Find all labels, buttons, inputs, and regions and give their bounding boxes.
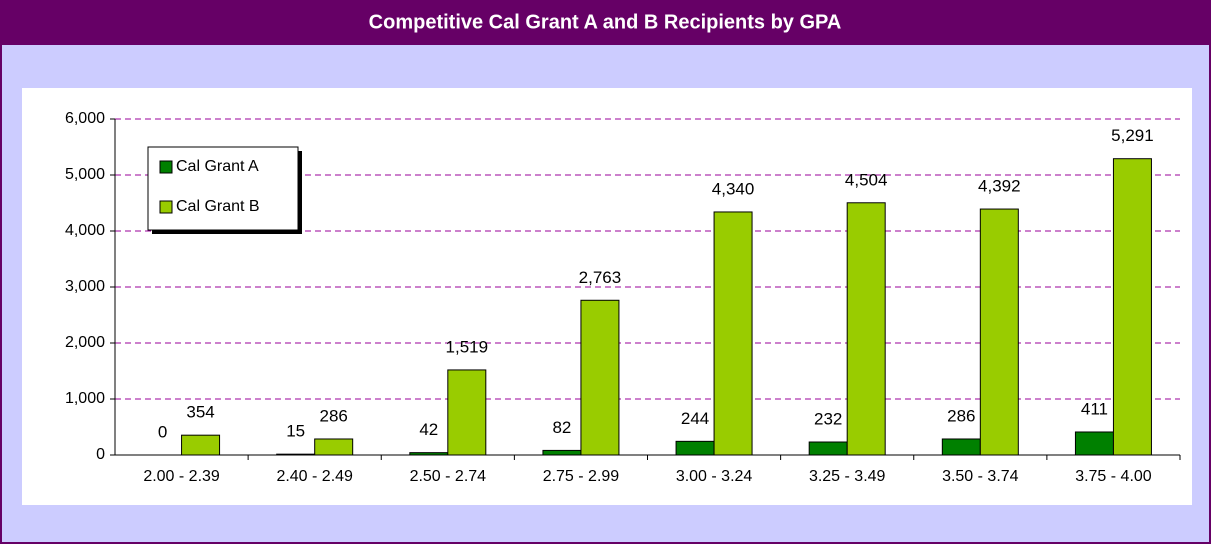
bar (713, 211, 753, 456)
y-tick-label: 5,000 (65, 166, 105, 183)
value-label: 82 (552, 418, 571, 437)
bar (276, 453, 316, 456)
value-label: 2,763 (579, 268, 622, 287)
bar (846, 202, 886, 456)
bar (542, 449, 582, 456)
x-tick-label: 3.00 - 3.24 (676, 468, 753, 485)
bar (409, 452, 449, 456)
value-label: 15 (286, 422, 305, 441)
bar (979, 208, 1019, 456)
bar (580, 299, 620, 456)
x-tick-label: 2.40 - 2.49 (276, 468, 353, 485)
value-label: 244 (681, 409, 709, 428)
x-tick-label: 3.75 - 4.00 (1075, 468, 1152, 485)
bar (675, 440, 715, 456)
value-label: 4,340 (712, 179, 755, 198)
legend (147, 146, 299, 231)
legend-swatch (159, 160, 173, 174)
legend-label: Cal Grant B (176, 198, 260, 215)
value-label: 4,392 (978, 177, 1021, 196)
bar (181, 434, 221, 456)
y-tick-label: 4,000 (65, 222, 105, 239)
y-tick-label: 0 (96, 446, 105, 463)
title-bar (0, 0, 1211, 45)
bar (1074, 431, 1114, 456)
value-label: 411 (1081, 399, 1108, 418)
value-label: 232 (814, 409, 842, 428)
x-tick-label: 3.50 - 3.74 (942, 468, 1019, 485)
y-tick-label: 2,000 (65, 334, 105, 351)
x-tick-label: 2.50 - 2.74 (410, 468, 487, 485)
x-tick-label: 2.00 - 2.39 (143, 468, 220, 485)
chart-title: Competitive Cal Grant A and B Recipients… (369, 11, 842, 33)
bar (1112, 158, 1152, 456)
legend-label: Cal Grant A (176, 158, 259, 175)
bar (941, 438, 981, 456)
value-label: 354 (186, 403, 214, 422)
y-tick-label: 3,000 (65, 278, 105, 295)
value-label: 286 (947, 406, 975, 425)
y-tick-label: 1,000 (65, 390, 105, 407)
value-label: 1,519 (446, 337, 489, 356)
value-label: 286 (320, 406, 348, 425)
x-tick-label: 3.25 - 3.49 (809, 468, 886, 485)
bar (314, 438, 354, 456)
legend-swatch (159, 200, 173, 214)
value-label: 5,291 (1111, 126, 1154, 145)
bar (808, 441, 848, 456)
value-label: 0 (158, 422, 167, 441)
y-tick-label: 6,000 (65, 110, 105, 127)
bar (447, 369, 487, 456)
value-label: 4,504 (845, 170, 888, 189)
value-label: 42 (419, 420, 438, 439)
x-tick-label: 2.75 - 2.99 (543, 468, 620, 485)
